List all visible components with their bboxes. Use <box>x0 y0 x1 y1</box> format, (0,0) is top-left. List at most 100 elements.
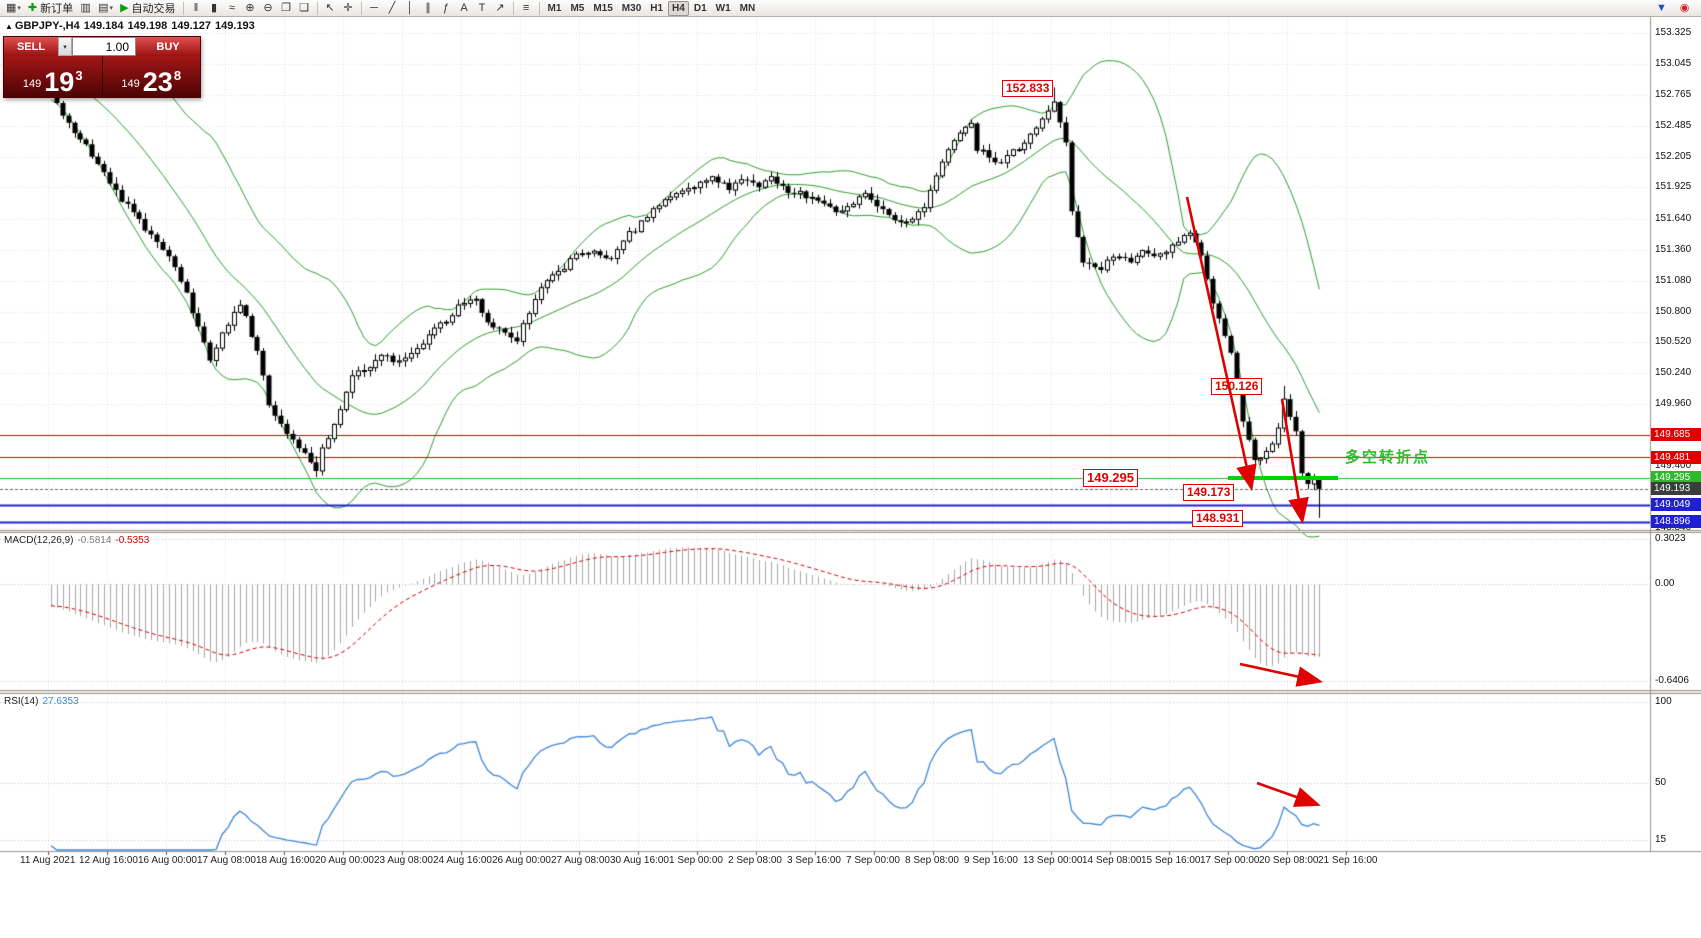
tile-windows-icon[interactable]: ❐ <box>278 1 295 16</box>
crosshair-icon: ✛ <box>343 1 353 14</box>
time-axis-label: 17 Aug 08:00 <box>197 855 256 866</box>
scroll-indicator-icon[interactable]: ▼ <box>1653 1 1670 16</box>
buy-button[interactable]: BUY <box>136 37 200 56</box>
ask-pipette: 8 <box>173 68 182 83</box>
price-scale-label: 153.045 <box>1655 57 1692 69</box>
ohlc-close: 149.193 <box>215 20 255 32</box>
trendline-icon[interactable]: ╱ <box>384 1 401 16</box>
rsi-value: 27.6353 <box>42 696 79 707</box>
cursor-icon: ↖ <box>325 1 335 14</box>
time-axis-label: 2 Sep 08:00 <box>728 855 782 866</box>
dropdown-caret-icon: ▾ <box>109 5 114 12</box>
zoom-in-icon: ⊕ <box>245 1 255 14</box>
timeframe-h4[interactable]: H4 <box>668 0 689 16</box>
price-scale-label: 152.485 <box>1655 119 1692 131</box>
timeframe-w1[interactable]: W1 <box>715 2 731 14</box>
time-axis-label: 27 Aug 08:00 <box>551 855 610 866</box>
timeframe-m15[interactable]: M15 <box>593 2 613 14</box>
trendline-icon: ╱ <box>388 1 396 14</box>
turning-point-note[interactable]: 多空转折点 <box>1345 449 1431 466</box>
timeframe-m1[interactable]: M1 <box>547 2 562 14</box>
toolbar-right-group: ▼ ◉ <box>1653 1 1698 16</box>
text-label-icon: T <box>478 1 486 14</box>
channel-icon[interactable]: ∥ <box>420 1 437 16</box>
bar-style-icon: ‖ <box>193 1 199 14</box>
lot-size-input[interactable]: 1.00 <box>72 37 136 56</box>
cascade-windows-icon: ❏ <box>299 1 309 14</box>
alert-icon[interactable]: ◉ <box>1676 1 1693 16</box>
toolbar-separator <box>316 1 318 15</box>
price-scale-label: 152.205 <box>1655 150 1692 162</box>
indicators-list-icon: ≡ <box>522 1 530 14</box>
text-label-icon[interactable]: T <box>474 1 491 16</box>
price-annotation-box[interactable]: 150.126 <box>1211 378 1263 395</box>
zoom-in-icon[interactable]: ⊕ <box>242 1 259 16</box>
arrows-tool-icon[interactable]: ↗ <box>492 1 509 16</box>
price-scale-label: 153.325 <box>1655 26 1692 38</box>
timeframe-d1[interactable]: D1 <box>693 2 707 14</box>
time-axis-label: 3 Sep 16:00 <box>787 855 841 866</box>
zoom-out-icon[interactable]: ⊖ <box>260 1 277 16</box>
price-annotation-box[interactable]: 149.173 <box>1183 484 1235 501</box>
support-highlight-line[interactable] <box>1228 475 1338 480</box>
bid-price-button[interactable]: 149 19 3 <box>4 56 103 97</box>
timeframe-h1[interactable]: H1 <box>650 2 664 14</box>
vertical-line-icon[interactable]: │ <box>402 1 419 16</box>
rsi-label: RSI(14) 27.6353 <box>4 696 79 707</box>
candle-style-icon[interactable]: ▮ <box>206 1 223 16</box>
one-click-trading-panel: SELL ▾ 1.00 BUY 149 19 3 149 23 8 <box>3 36 201 98</box>
horizontal-line-icon[interactable]: ─ <box>366 1 383 16</box>
time-axis-label: 12 Aug 16:00 <box>79 855 138 866</box>
toolbar-separator <box>538 1 540 15</box>
ohlc-high: 149.198 <box>127 20 168 32</box>
bar-style-icon[interactable]: ‖ <box>188 1 205 16</box>
rsi-scale-label: 50 <box>1655 777 1667 789</box>
cascade-windows-icon[interactable]: ❏ <box>296 1 313 16</box>
fibonacci-icon[interactable]: ƒ <box>438 1 455 16</box>
timeframe-m5[interactable]: M5 <box>570 2 585 14</box>
time-axis-label: 15 Sep 16:00 <box>1141 855 1201 866</box>
macd-signal-value: -0.5353 <box>115 535 150 546</box>
price-badge: 149.193 <box>1651 482 1701 496</box>
horizontal-line-icon: ─ <box>370 1 378 14</box>
line-style-icon[interactable]: ≈ <box>224 1 241 16</box>
price-scale-label: 150.520 <box>1655 336 1692 348</box>
crosshair-icon[interactable]: ✛ <box>340 1 357 16</box>
price-scale-label: 149.400 <box>1655 460 1692 471</box>
new-order-button[interactable]: ✚ 新订单 <box>25 1 76 16</box>
vertical-line-icon: │ <box>406 1 414 14</box>
auto-trading-button[interactable]: ▶ 自动交易 <box>117 1 178 16</box>
bid-big-digits: 19 <box>44 67 75 98</box>
profiles-icon[interactable]: ▤ ▾ <box>95 1 116 16</box>
time-axis-label: 26 Aug 00:00 <box>492 855 551 866</box>
indicators-list-icon[interactable]: ≡ <box>518 1 535 16</box>
price-badge: 149.049 <box>1651 498 1701 512</box>
macd-scale-label: 0.3023 <box>1655 532 1686 544</box>
timeframe-m30[interactable]: M30 <box>621 2 642 14</box>
new-chart-icon: ▦ <box>6 1 17 14</box>
macd-scale-label: -0.6406 <box>1655 675 1689 687</box>
time-axis-label: 8 Sep 08:00 <box>905 855 959 866</box>
cursor-icon[interactable]: ↖ <box>322 1 339 16</box>
fibonacci-icon: ƒ <box>442 1 450 14</box>
timeframe-mn[interactable]: MN <box>739 2 756 14</box>
toolbar: ▦ ▾ ✚ 新订单 ▥ ▤ ▾ ▶ 自动交易 ‖ ▮ ≈ ⊕ ⊖ ❐ ❏ ↖ ✛ ─ ╱ │ ∥ ƒ A T ↗ ≡ M1 M5 M15 M… <box>0 0 1701 17</box>
price-annotation-box[interactable]: 149.295 <box>1083 469 1138 488</box>
macd-scale-label: 0.00 <box>1655 578 1675 590</box>
time-axis-label: 11 Aug 2021 <box>20 855 76 866</box>
time-axis-label: 13 Sep 00:00 <box>1023 855 1083 866</box>
sell-button[interactable]: SELL <box>4 37 58 56</box>
ohlc-open: 149.184 <box>83 20 124 32</box>
profiles-icon: ▤ <box>98 1 109 14</box>
sell-options-caret-icon[interactable]: ▾ <box>58 37 72 56</box>
chart-window-icon[interactable]: ▥ <box>77 1 94 16</box>
price-annotation-box[interactable]: 152.833 <box>1002 80 1054 97</box>
tile-windows-icon: ❐ <box>281 1 291 14</box>
time-axis-label: 16 Aug 00:00 <box>138 855 197 866</box>
text-icon[interactable]: A <box>456 1 473 16</box>
price-annotation-box[interactable]: 148.931 <box>1192 510 1244 527</box>
new-chart-icon[interactable]: ▦ ▾ <box>3 1 24 16</box>
toolbar-separator <box>512 1 514 15</box>
ask-price-button[interactable]: 149 23 8 <box>103 56 201 97</box>
